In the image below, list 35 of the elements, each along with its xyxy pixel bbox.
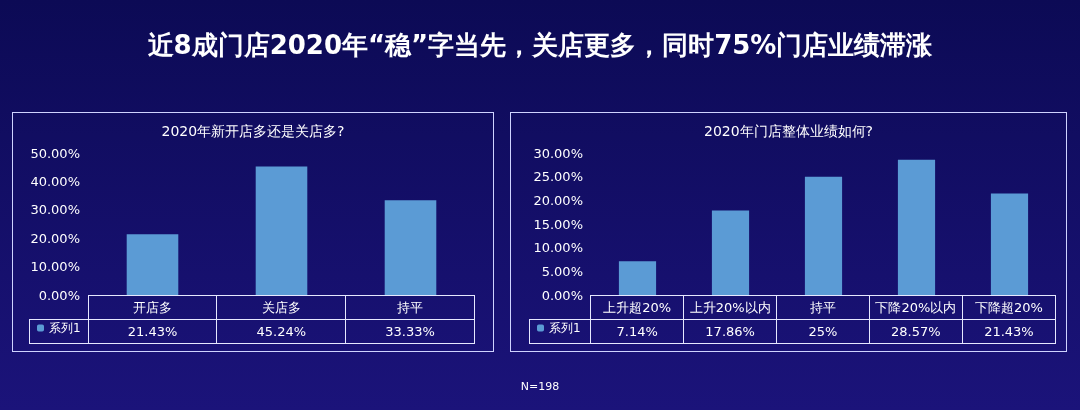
y-tick-label: 25.00%: [533, 169, 583, 185]
legend-label: 系列1: [49, 321, 81, 335]
data-label: 25%: [776, 319, 870, 344]
x-tick-label: 持平: [345, 295, 475, 320]
x-tick-label: 下降超20%: [962, 295, 1056, 320]
y-tick-label: 0.00%: [38, 287, 80, 303]
y-tick-label: 20.00%: [30, 230, 80, 246]
y-tick-label: 10.00%: [533, 240, 583, 256]
x-tick-label: 持平: [776, 295, 870, 320]
y-tick-label: 40.00%: [30, 173, 80, 189]
x-tick-label: 关店多: [216, 295, 346, 320]
y-tick-label: 10.00%: [30, 259, 80, 275]
y-tick-label: 5.00%: [541, 263, 583, 279]
y-tick-label: 30.00%: [30, 202, 80, 218]
y-tick-label: 0.00%: [541, 287, 583, 303]
x-tick-label: 下降20%以内: [869, 295, 963, 320]
data-label: 7.14%: [590, 319, 684, 344]
x-tick-label: 上升超20%: [590, 295, 684, 320]
x-tick-label: 上升20%以内: [683, 295, 777, 320]
chart-title: 2020年门店整体业绩如何?: [703, 123, 874, 139]
y-tick-label: 50.00%: [30, 145, 80, 161]
data-label: 33.33%: [345, 319, 475, 344]
legend-label: 系列1: [549, 321, 581, 335]
text: N=198: [519, 380, 561, 393]
text: 近8成门店2020年“稳”字当先，关店更多，同时75%门店业绩滞涨: [146, 29, 934, 62]
x-tick-label: 开店多: [88, 295, 217, 320]
data-label: 45.24%: [216, 319, 346, 344]
data-label: 17.86%: [683, 319, 777, 344]
data-label: 21.43%: [88, 319, 217, 344]
y-tick-label: 15.00%: [533, 216, 583, 232]
y-tick-label: 20.00%: [533, 192, 583, 208]
data-label: 28.57%: [869, 319, 963, 344]
y-tick-label: 30.00%: [533, 145, 583, 161]
chart-title: 2020年新开店多还是关店多?: [161, 123, 345, 139]
data-label: 21.43%: [962, 319, 1056, 344]
